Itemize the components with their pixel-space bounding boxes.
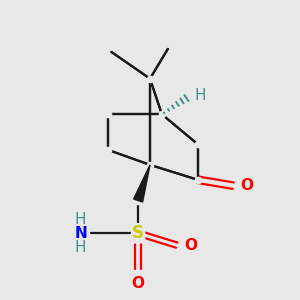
Text: N: N xyxy=(75,226,88,241)
Text: O: O xyxy=(184,238,197,253)
Text: S: S xyxy=(132,224,144,242)
Text: H: H xyxy=(75,240,86,255)
Text: O: O xyxy=(132,276,145,291)
Text: H: H xyxy=(195,88,206,103)
Text: H: H xyxy=(75,212,86,227)
Polygon shape xyxy=(134,165,150,202)
Text: O: O xyxy=(241,178,254,193)
